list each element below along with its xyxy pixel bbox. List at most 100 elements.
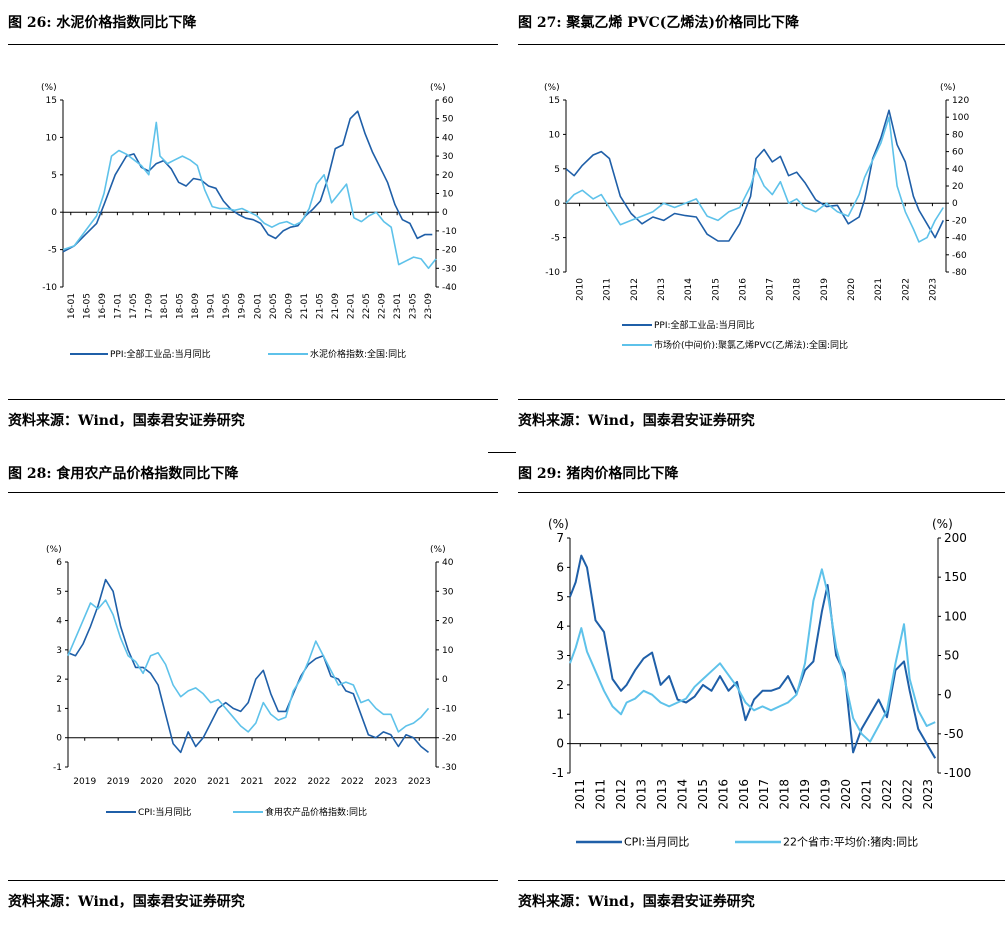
x-tick-label: 2011	[603, 278, 613, 301]
right-tick-label: 0	[952, 199, 958, 209]
right-tick-label: -30	[442, 264, 457, 274]
right-tick-label: -40	[442, 283, 457, 293]
right-unit: (%)	[430, 545, 446, 555]
x-tick-label: 20-09	[284, 293, 294, 319]
panel-title: 图 27: 聚氯乙烯 PVC(乙烯法)价格同比下降	[518, 15, 800, 31]
x-tick-label: 18-05	[176, 293, 186, 319]
x-tick-label: 2021	[859, 779, 873, 810]
x-tick-label: 21-09	[331, 293, 341, 319]
left-tick-label: 2	[556, 678, 564, 692]
series-line-1	[62, 121, 437, 270]
left-tick-label: 4	[556, 619, 564, 633]
left-tick-label: -10	[42, 283, 57, 293]
x-tick-label: 2023	[408, 777, 431, 787]
series-line-0	[569, 554, 937, 759]
left-tick-label: 7	[556, 531, 564, 545]
x-tick-label: 23-09	[424, 293, 434, 319]
legend-label: 水泥价格指数:全国:同比	[310, 348, 406, 360]
series-line-1	[565, 116, 944, 243]
right-tick-label: -20	[952, 216, 967, 226]
left-tick-label: 5	[554, 165, 560, 175]
right-tick-label: -40	[952, 234, 967, 244]
left-tick-label: -1	[53, 763, 62, 773]
series-line-0	[62, 110, 433, 253]
series-line-1	[569, 568, 936, 743]
x-tick-label: 21-05	[315, 293, 325, 319]
source-rule	[8, 399, 498, 400]
right-tick-label: -10	[442, 227, 457, 237]
x-tick-label: 16-05	[82, 293, 92, 319]
right-tick-label: -60	[952, 251, 967, 261]
left-tick-label: -1	[552, 766, 564, 780]
x-tick-label: 2010	[576, 278, 586, 301]
x-tick-label: 2015	[711, 278, 721, 301]
x-tick-label: 2023	[921, 779, 935, 810]
x-tick-label: 23-05	[409, 293, 419, 319]
title-rule	[518, 44, 1005, 45]
right-tick-label: 20	[442, 617, 454, 627]
x-tick-label: 2013	[657, 278, 667, 301]
x-tick-label: 2023	[374, 777, 397, 787]
x-tick-label: 2021	[874, 278, 884, 301]
x-tick-label: 22-09	[378, 293, 388, 319]
right-tick-label: 60	[952, 148, 964, 158]
left-unit: (%)	[544, 83, 560, 93]
divider	[488, 452, 516, 453]
left-tick-label: 1	[556, 707, 564, 721]
series-line-0	[67, 578, 429, 754]
x-tick-label: 2019	[798, 779, 812, 810]
x-tick-label: 19-09	[238, 293, 248, 319]
x-tick-label: 2016	[738, 278, 748, 301]
legend-label: 22个省市:平均价:猪肉:同比	[783, 835, 918, 849]
left-tick-label: 15	[46, 96, 57, 106]
right-tick-label: -20	[442, 734, 457, 744]
left-tick-label: 0	[554, 199, 560, 209]
right-tick-label: 100	[944, 609, 967, 623]
x-tick-label: 2013	[655, 779, 669, 810]
left-tick-label: 0	[51, 208, 57, 218]
panel-title: 图 26: 水泥价格指数同比下降	[8, 15, 197, 31]
right-tick-label: 30	[442, 152, 454, 162]
right-tick-label: 0	[442, 675, 448, 685]
x-tick-label: 2022	[901, 278, 911, 301]
chart-fig26: (%) (%) -10 -5 0 5 10 15 -40 -30 -20 -10 0 10 20 30 40 50…	[41, 83, 457, 360]
source-note: 资料来源：Wind，国泰君安证券研究	[8, 413, 245, 429]
title-rule	[8, 492, 498, 493]
x-tick-label: 20-05	[269, 293, 279, 319]
x-tick-label: 2020	[140, 777, 163, 787]
source-note: 资料来源：Wind，国泰君安证券研究	[518, 894, 755, 910]
right-tick-label: 30	[442, 587, 454, 597]
left-tick-label: -5	[551, 234, 560, 244]
x-tick-label: 2014	[684, 278, 694, 301]
x-tick-label: 2013	[635, 779, 649, 810]
right-tick-label: 40	[952, 165, 964, 175]
legend-label: 市场价(中间价):聚氯乙烯PVC(乙烯法):全国:同比	[654, 339, 848, 351]
title-rule	[8, 44, 498, 45]
x-tick-label: 17-01	[113, 293, 123, 319]
x-tick-label: 2016	[716, 779, 730, 810]
left-tick-label: 3	[556, 649, 564, 663]
x-tick-label: 16-09	[98, 293, 108, 319]
x-tick-label: 2023	[928, 278, 938, 301]
x-tick-label: 19-05	[222, 293, 232, 319]
x-tick-label: 20-01	[253, 293, 263, 319]
x-tick-label: 2022	[274, 777, 297, 787]
left-unit: (%)	[46, 545, 62, 555]
left-tick-label: 6	[556, 560, 564, 574]
right-tick-label: -20	[442, 246, 457, 256]
x-tick-label: 2016	[737, 779, 751, 810]
x-tick-label: 16-01	[67, 293, 77, 319]
x-tick-label: 22-05	[362, 293, 372, 319]
x-tick-label: 2011	[594, 779, 608, 810]
x-tick-label: 18-01	[160, 293, 170, 319]
x-tick-label: 17-05	[129, 293, 139, 319]
left-unit: (%)	[548, 517, 569, 531]
series-line-0	[565, 109, 945, 242]
left-tick-label: -10	[545, 268, 560, 278]
left-tick-label: 10	[46, 133, 58, 143]
source-note: 资料来源：Wind，国泰君安证券研究	[518, 413, 755, 429]
panel-title: 图 28: 食用农产品价格指数同比下降	[8, 466, 239, 482]
left-tick-label: 5	[56, 587, 62, 597]
left-tick-label: 1	[56, 704, 62, 714]
